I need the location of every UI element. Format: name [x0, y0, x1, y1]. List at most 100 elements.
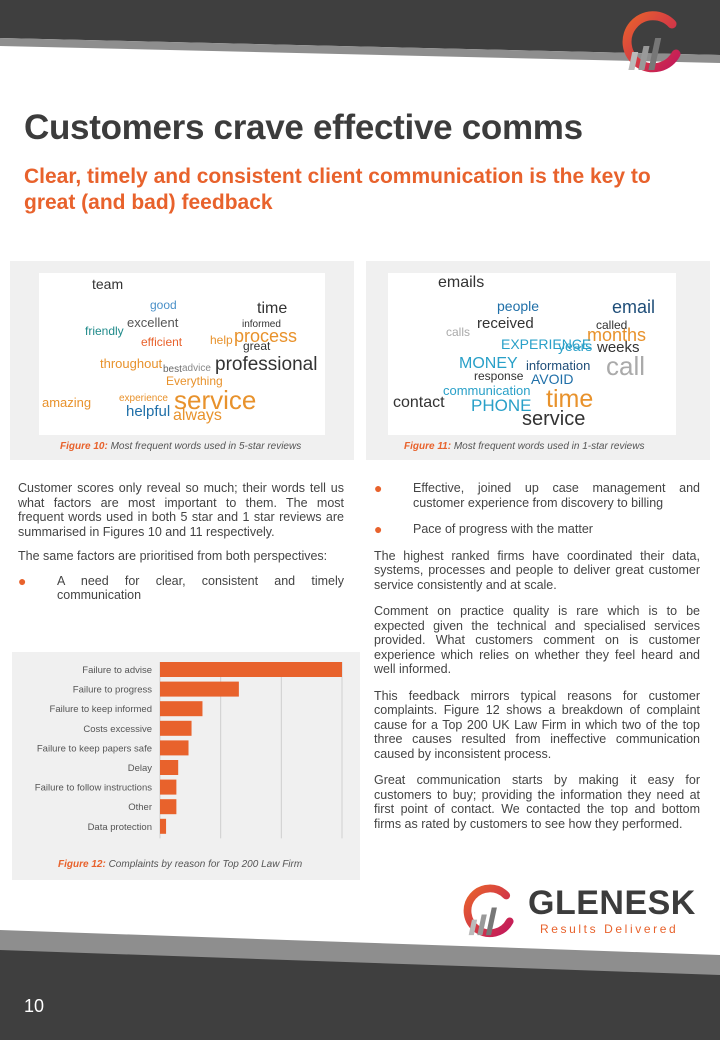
brand-logo: GLENESK Results Delivered: [458, 880, 708, 942]
word: excellent: [127, 315, 179, 330]
word: advice: [182, 363, 211, 374]
word: helpful: [126, 403, 171, 420]
figure-11-text: Most frequent words used in 1-star revie…: [451, 441, 645, 452]
word: information: [526, 358, 591, 373]
figure-12-label: Figure 12:: [58, 859, 106, 870]
word: friendly: [85, 324, 124, 338]
word: contact: [393, 394, 445, 411]
category-label: Failure to keep papers safe: [37, 743, 152, 754]
paragraph: The same factors are prioritised from bo…: [18, 549, 328, 563]
brand-tagline: Results Delivered: [540, 922, 679, 936]
word: EXPERIENCE: [501, 336, 592, 352]
paragraph: Comment on practice quality is rare whic…: [374, 604, 700, 676]
word: efficient: [141, 335, 183, 349]
word: people: [497, 298, 540, 314]
header-band: [0, 0, 720, 110]
word: experience: [119, 393, 168, 404]
word: months: [587, 325, 647, 345]
bullet-dot-icon: ●: [374, 480, 383, 496]
word: emails: [438, 274, 485, 291]
word: Everything: [166, 374, 223, 388]
bar: [160, 720, 192, 736]
page-number: 10: [24, 996, 45, 1016]
word: PHONE: [471, 396, 532, 415]
figure-11-label: Figure 11:: [404, 441, 452, 452]
category-label: Failure to follow instructions: [35, 783, 152, 794]
word: great: [243, 339, 271, 353]
bar: [160, 701, 203, 717]
word: calls: [446, 325, 471, 339]
word: service: [174, 385, 257, 415]
word: throughout: [100, 356, 163, 371]
word: professional: [215, 354, 318, 375]
paragraph: This feedback mirrors typical reasons fo…: [374, 688, 700, 761]
word: informed: [242, 319, 281, 330]
bar: [160, 818, 167, 834]
complaints-bar-chart: Failure to advise Failure to progress Fail…: [35, 662, 343, 839]
bar: [160, 740, 189, 756]
word: time: [546, 385, 594, 413]
bullet-text: Pace of progress with the matter: [413, 522, 593, 536]
word: service: [522, 408, 586, 430]
word: weeks: [597, 339, 640, 356]
word: response: [474, 369, 524, 383]
brand-name: GLENESK: [528, 884, 696, 922]
category-label: Data protection: [88, 822, 152, 833]
category-label: Failure to progress: [73, 685, 152, 696]
bar: [160, 662, 342, 677]
word: MONEY: [459, 355, 518, 372]
bullet-item: ● Effective, joined up case management a…: [374, 481, 700, 510]
category-label: Other: [128, 802, 152, 813]
figure-11-caption: Figure 11: Most frequent words used in 1…: [404, 441, 644, 452]
category-label: Delay: [128, 763, 153, 774]
figure-12-caption: Figure 12: Complaints by reason for Top …: [58, 859, 302, 870]
wordcloud-5star: team good time excellent informed friend…: [39, 273, 325, 435]
paragraph: Customer scores only reveal so much; the…: [18, 481, 344, 539]
bar: [160, 799, 177, 815]
word: call: [606, 351, 646, 381]
word: good: [150, 298, 177, 312]
bullet-dot-icon: ●: [374, 521, 383, 537]
bar: [160, 779, 177, 795]
bullet-item: ● A need for clear, consistent and timel…: [18, 572, 344, 603]
bullet-item: ● Pace of progress with the matter: [374, 522, 700, 537]
category-label: Failure to keep informed: [50, 704, 152, 715]
bar: [160, 681, 239, 697]
figure-10-caption: Figure 10: Most frequent words used in 5…: [60, 441, 301, 452]
page-subtitle: Clear, timely and consistent client comm…: [24, 165, 651, 214]
figure-10-label: Figure 10:: [60, 441, 108, 452]
word: always: [173, 407, 222, 424]
category-label: Failure to advise: [82, 665, 152, 676]
figure-panel-complaints: Failure to advise Failure to progress Fail…: [12, 652, 360, 880]
word: best: [163, 364, 182, 375]
right-column: ● Effective, joined up case management a…: [374, 481, 700, 839]
glenesk-mark-icon: [463, 884, 514, 938]
figure-12-text: Complaints by reason for Top 200 Law Fir…: [105, 859, 303, 870]
bullet-dot-icon: ●: [18, 572, 27, 589]
figure-panel-1star: emails people email received called call…: [366, 261, 710, 460]
glenesk-logo-icon: [622, 11, 681, 73]
word: years: [558, 338, 593, 354]
category-label: Costs excessive: [83, 724, 152, 735]
word: communication: [443, 383, 531, 398]
paragraph: The highest ranked firms have coordinate…: [374, 548, 700, 592]
word: team: [92, 276, 124, 292]
word: received: [477, 315, 534, 332]
word: amazing: [42, 395, 92, 410]
word: called: [596, 318, 628, 332]
word: process: [234, 326, 298, 346]
wordcloud-1star: emails people email received called call…: [388, 273, 676, 435]
footer-band: [0, 930, 720, 1040]
bullet-text: A need for clear, consistent and timely …: [57, 573, 344, 603]
left-column: Customer scores only reveal so much; the…: [18, 481, 344, 603]
word: AVOID: [531, 371, 574, 387]
word: help: [210, 333, 233, 347]
paragraph: Great communication starts by making it …: [374, 773, 700, 831]
figure-panel-5star: team good time excellent informed friend…: [10, 261, 354, 460]
page-title: Customers crave effective comms: [24, 108, 583, 147]
bar: [160, 760, 179, 775]
word: time: [257, 300, 288, 317]
word: email: [612, 297, 656, 317]
bullet-text: Effective, joined up case management and…: [413, 481, 700, 510]
figure-10-text: Most frequent words used in 5-star revie…: [107, 441, 302, 452]
